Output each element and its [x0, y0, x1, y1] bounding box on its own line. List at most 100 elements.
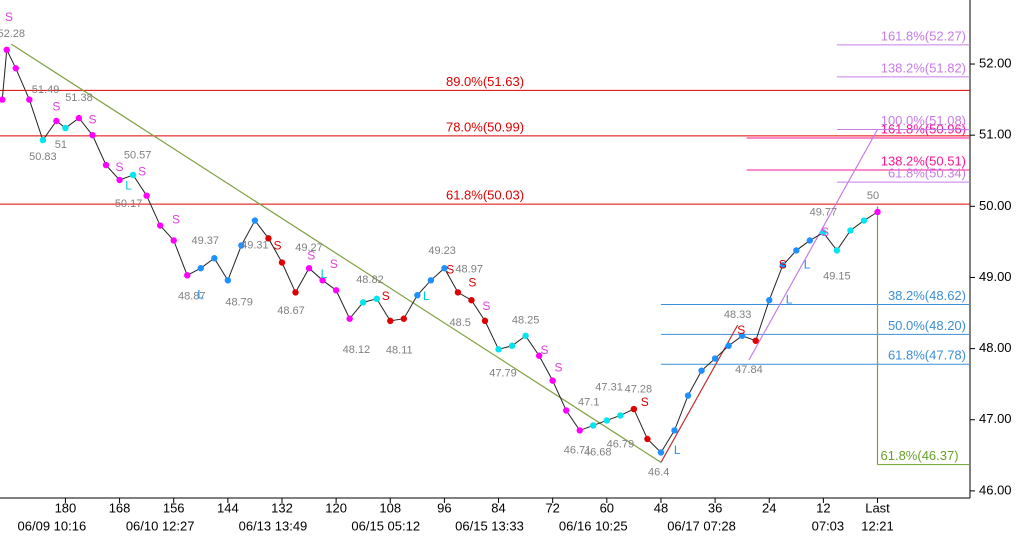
x-tick-label: 144: [217, 500, 239, 515]
x-date-label: 06/15 13:33: [455, 518, 524, 533]
price-point: [278, 259, 286, 266]
price-point: [481, 317, 489, 325]
price-label: 52.28: [0, 28, 25, 40]
signal-marker: S: [172, 213, 180, 227]
x-date-label: 06/17 07:28: [667, 518, 736, 533]
price-point: [806, 237, 814, 244]
x-date-label: 06/16 10:25: [559, 518, 628, 533]
price-point: [26, 96, 33, 103]
fib-level-label: 161.8%(52.27): [881, 28, 966, 43]
price-label: 50.83: [29, 151, 57, 163]
price-point: [684, 392, 692, 399]
x-tick-label: 132: [271, 500, 293, 515]
price-point: [387, 317, 394, 325]
x-tick-label: 156: [163, 500, 185, 515]
price-point: [617, 412, 624, 419]
x-tick-label: 24: [762, 500, 776, 515]
price-point: [671, 427, 678, 434]
price-point: [211, 255, 218, 262]
x-tick-label: 180: [55, 500, 77, 515]
price-label: 49.23: [428, 245, 456, 257]
price-label: 48.79: [225, 296, 253, 308]
y-tick-label: 47.00: [979, 411, 1012, 426]
price-point: [738, 332, 746, 339]
price-point: [576, 427, 583, 434]
y-tick-label: 50.00: [979, 198, 1012, 213]
price-point: [427, 277, 435, 284]
price-label: 50.57: [124, 150, 152, 162]
signal-marker: L: [674, 443, 681, 457]
price-point: [725, 342, 732, 349]
price-point: [346, 315, 353, 322]
signal-marker: L: [125, 179, 132, 193]
y-tick-label: 48.00: [979, 340, 1012, 355]
price-label: 46.71: [564, 444, 592, 456]
price-point: [779, 262, 786, 269]
x-tick-label: 48: [654, 500, 668, 515]
signal-marker: S: [468, 275, 476, 289]
price-point: [860, 217, 868, 224]
signal-marker: S: [641, 395, 649, 409]
price-point: [454, 289, 462, 296]
price-label: 48.33: [724, 309, 752, 321]
price-point: [332, 287, 340, 294]
price-label: 46.68: [584, 446, 612, 458]
price-label: 46.79: [607, 439, 635, 451]
price-point: [53, 117, 60, 125]
signal-marker: S: [779, 258, 787, 272]
fib-level-label: 138.2%(51.82): [881, 60, 966, 75]
signal-marker: S: [737, 323, 745, 337]
price-point: [603, 417, 611, 424]
signal-marker: S: [88, 112, 96, 126]
signal-marker: L: [321, 267, 328, 281]
x-date-label: 06/09 10:16: [18, 518, 87, 533]
fib-level-label: 50.0%(48.20): [888, 318, 966, 333]
price-point: [75, 114, 83, 122]
price-point: [833, 247, 841, 254]
signal-marker: S: [446, 263, 454, 277]
fib-level-label: 161.8%(50.96): [881, 121, 966, 136]
signal-marker: S: [52, 100, 60, 114]
price-point: [400, 315, 407, 322]
price-label: 48.5: [449, 317, 470, 329]
price-label: 48.82: [356, 274, 384, 286]
price-point: [0, 96, 6, 103]
price-point: [820, 229, 827, 236]
price-label: 51.49: [32, 84, 60, 96]
price-point: [89, 131, 96, 139]
price-point: [292, 289, 299, 296]
price-label: 49.27: [295, 242, 323, 254]
x-tick-label: 12: [816, 500, 830, 515]
signal-marker: S: [273, 238, 281, 252]
signal-marker: S: [307, 248, 315, 262]
signal-marker: S: [555, 361, 563, 375]
fib-level-label: 61.8%(46.37): [881, 448, 959, 463]
price-label: 47.84: [735, 364, 763, 376]
price-point: [305, 265, 313, 272]
x-tick-label: 84: [491, 500, 505, 515]
price-point: [549, 377, 556, 384]
price-point: [102, 161, 110, 169]
price-point: [129, 171, 137, 179]
price-label: 48.87: [178, 291, 206, 303]
price-point: [711, 355, 719, 362]
fib-level-label: 78.0%(50.99): [446, 119, 524, 134]
x-tick-label: 120: [325, 500, 347, 515]
price-point: [238, 242, 245, 249]
price-label: 51.38: [65, 92, 93, 104]
price-point: [468, 297, 475, 304]
y-tick-label: 46.00: [979, 482, 1012, 497]
price-point: [359, 299, 367, 306]
price-point: [630, 405, 638, 413]
price-point: [373, 295, 380, 302]
price-label: 47.28: [625, 384, 653, 396]
price-label: 50.17: [115, 198, 143, 210]
price-point: [644, 435, 651, 443]
price-point: [414, 292, 421, 299]
price-point: [265, 235, 272, 242]
price-point: [522, 332, 529, 339]
price-label: 49.15: [823, 271, 851, 283]
price-point: [847, 227, 854, 234]
fib-level-label: 89.0%(51.63): [446, 74, 524, 89]
price-point: [698, 367, 705, 374]
